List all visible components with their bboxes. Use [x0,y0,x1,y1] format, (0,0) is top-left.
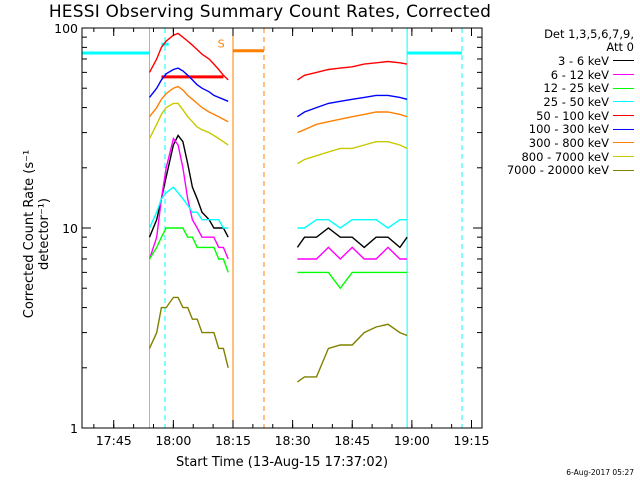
x-tick-label-1: 18:00 [155,433,191,448]
legend-swatch [613,115,634,117]
legend-swatch [613,169,634,171]
legend-header-attenuator: Att 0 [606,40,634,54]
legend-swatch [613,156,634,158]
legend-label: 800 - 7000 keV [521,149,609,164]
legend-label: 7000 - 20000 keV [506,163,609,178]
legend-entry-5: 100 - 300 keV [484,122,634,136]
y-tick-label-0: 1 [70,421,78,436]
legend-swatch [613,142,634,144]
legend-entry-7: 800 - 7000 keV [484,150,634,164]
legend-header-detectors: Det 1,3,5,6,7,9, [544,27,634,41]
legend-entry-3: 25 - 50 keV [484,95,634,109]
series-line-3 [148,186,408,229]
legend-label: 6 - 12 keV [550,67,609,82]
legend-label: 3 - 6 keV [558,53,609,68]
legend-swatch [613,74,634,76]
y-tick-label-1: 10 [62,221,78,236]
series-line-4 [148,32,408,81]
y-tick-label-2: 100 [54,21,78,36]
chart-title: HESSI Observing Summary Count Rates, Cor… [48,2,492,22]
x-tick-label-2: 18:15 [215,433,251,448]
plot-frame [81,27,483,429]
x-tick-label-3: 18:30 [275,433,311,448]
legend-label: 300 - 800 keV [528,135,609,150]
legend-label: 50 - 100 keV [536,108,609,123]
legend-label: 12 - 25 keV [543,81,609,96]
axis-layer: 17:45 18:00 18:15 18:30 18:45 19:00 19:15 1 10 10… [54,21,489,448]
legend-label: 100 - 300 keV [528,122,609,137]
legend-entry-0: 3 - 6 keV [484,54,634,68]
legend-label: 25 - 50 keV [543,94,609,109]
series-line-6 [148,85,408,134]
legend-entries: 3 - 6 keV 6 - 12 keV 12 - 25 keV 25 - 50 ke… [484,54,634,177]
series-line-8 [148,296,408,383]
legend-swatch [613,60,634,62]
legend-swatch [613,101,634,103]
annotation-0: S [218,37,225,50]
x-tick-label-0: 17:45 [96,433,132,448]
data-layer: S [82,28,463,428]
series-line-5 [148,67,408,118]
x-tick-label-6: 19:15 [453,433,489,448]
legend-swatch [613,87,634,89]
legend-entry-4: 50 - 100 keV [484,109,634,123]
legend: Det 1,3,5,6,7,9, Att 0 3 - 6 keV 6 - 12 k… [484,28,634,177]
legend-entry-2: 12 - 25 keV [484,81,634,95]
legend-entry-1: 6 - 12 keV [484,68,634,82]
x-tick-label-4: 18:45 [334,433,370,448]
x-tick-label-5: 19:00 [394,433,430,448]
series-line-7 [148,102,408,165]
series-line-0 [148,134,408,249]
series-line-2 [148,227,408,290]
legend-entry-6: 300 - 800 keV [484,136,634,150]
legend-entry-8: 7000 - 20000 keV [484,163,634,178]
series-line-1 [148,136,408,260]
legend-swatch [613,128,634,130]
x-axis-label: Start Time (13-Aug-15 17:37:02) [175,455,389,470]
generation-timestamp: 6-Aug-2017 05:27 [566,468,634,477]
